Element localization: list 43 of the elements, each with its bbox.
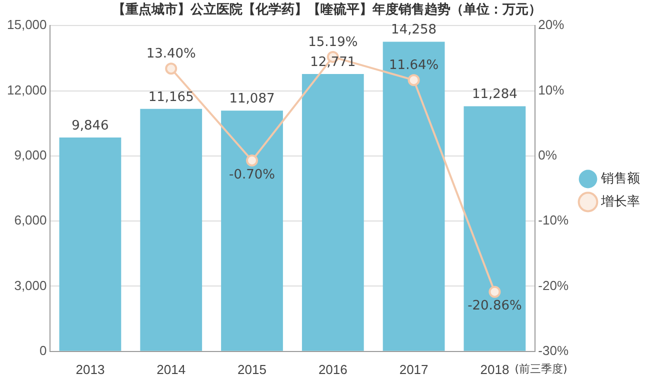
data-label: 13.40% [146,46,196,62]
y-tick-label: 3,000 [14,278,47,293]
bar [221,110,283,351]
x-tick-label: 2017 [399,362,428,377]
y2-tick-label: -20% [538,278,569,293]
chart-title: 【重点城市】公立医院【化学药】【喹硫平】年度销售趋势（单位：万元） [112,1,542,16]
point [408,74,420,86]
data-label: 12,771 [310,54,356,70]
y2-tick-label: 10% [538,82,565,98]
point [165,62,178,75]
data-label: -0.70% [229,167,276,182]
data-label: 15.19% [308,34,358,50]
y2-tick-label: 0% [538,148,558,162]
bar [382,42,445,351]
data-label: 11,087 [229,91,275,106]
legend-label: 增长率 [600,194,640,209]
y-tick-label: 0 [40,342,47,358]
point [246,154,258,166]
data-label: 11,165 [148,90,194,105]
x-tick-label: 2016 [318,362,348,377]
x-tick-label: 2013 [76,362,105,377]
data-label: 11,284 [472,87,518,102]
data-label: 14,258 [391,22,437,38]
bar [302,74,364,351]
y2-tick-label: -30% [538,342,569,358]
y2-tick-label: -10% [538,212,569,228]
data-label: -20.86% [468,298,522,314]
x-tick-label: 2018 [480,362,510,377]
y-tick-label: 15,000 [6,17,47,32]
text: (前三季度) [514,362,568,376]
y-tick-label: 9,000 [14,148,47,162]
y-tick-label: 6,000 [14,212,47,228]
bar [59,138,122,351]
x-tick-label: 2015 [238,362,266,377]
data-label: 9,846 [72,118,109,134]
data-label: 11.64% [389,58,439,73]
x-tick-label: 2014 [156,362,186,377]
legend-label: 销售额 [600,170,640,186]
bar [140,108,202,351]
point [488,286,501,298]
bar [464,106,526,351]
y-tick-label: 12,000 [6,82,47,98]
y2-tick-label: 20% [538,17,565,32]
